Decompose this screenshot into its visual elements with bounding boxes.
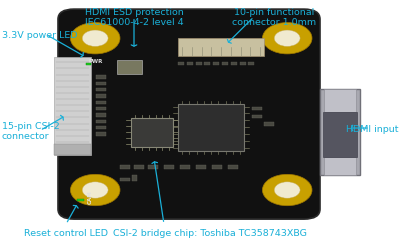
Bar bbox=[117, 60, 142, 74]
Text: 3.3V power LED: 3.3V power LED bbox=[2, 31, 78, 40]
Circle shape bbox=[274, 182, 300, 198]
Bar bbox=[240, 62, 246, 66]
Text: 15-pin CSI-2
connector: 15-pin CSI-2 connector bbox=[2, 121, 60, 141]
Bar bbox=[252, 108, 262, 111]
Bar bbox=[134, 166, 144, 169]
Bar bbox=[96, 76, 106, 79]
Bar bbox=[96, 114, 106, 117]
Bar bbox=[324, 158, 356, 175]
Bar bbox=[264, 123, 274, 126]
Bar bbox=[131, 118, 173, 147]
Bar bbox=[187, 62, 193, 66]
Bar bbox=[212, 166, 222, 169]
Text: HDMI ESD protection
IEC61000-4-2 level 4: HDMI ESD protection IEC61000-4-2 level 4 bbox=[85, 8, 183, 27]
Bar bbox=[86, 64, 91, 66]
Text: CSI-2 bridge chip: Toshiba TC358743XBG: CSI-2 bridge chip: Toshiba TC358743XBG bbox=[113, 228, 307, 237]
FancyBboxPatch shape bbox=[58, 10, 320, 219]
Bar bbox=[96, 95, 106, 98]
Bar bbox=[96, 108, 106, 111]
Bar bbox=[96, 89, 106, 92]
Circle shape bbox=[262, 175, 312, 206]
Bar bbox=[248, 62, 254, 66]
Bar bbox=[178, 62, 184, 66]
Bar bbox=[54, 58, 91, 155]
Circle shape bbox=[82, 182, 108, 198]
Circle shape bbox=[274, 31, 300, 47]
Bar bbox=[252, 115, 262, 118]
Bar bbox=[178, 105, 244, 151]
Bar bbox=[196, 62, 202, 66]
Bar bbox=[222, 62, 228, 66]
Bar bbox=[320, 89, 360, 175]
Bar bbox=[204, 62, 210, 66]
Bar bbox=[96, 127, 106, 130]
Text: CAM: CAM bbox=[88, 190, 92, 203]
Bar bbox=[180, 166, 190, 169]
Bar bbox=[96, 133, 106, 136]
Bar bbox=[164, 166, 174, 169]
Bar bbox=[148, 166, 158, 169]
Text: Reset control LED: Reset control LED bbox=[24, 228, 108, 237]
Bar bbox=[54, 145, 91, 155]
Bar bbox=[96, 120, 106, 123]
Bar bbox=[324, 89, 356, 112]
Bar bbox=[196, 166, 206, 169]
Bar bbox=[77, 199, 84, 202]
Bar bbox=[323, 112, 357, 158]
Bar bbox=[96, 101, 106, 105]
Bar bbox=[231, 62, 237, 66]
Bar bbox=[132, 175, 137, 181]
Bar bbox=[120, 178, 130, 181]
Text: PWR: PWR bbox=[88, 59, 102, 64]
Circle shape bbox=[82, 31, 108, 47]
Circle shape bbox=[70, 175, 120, 206]
Bar bbox=[96, 82, 106, 86]
Circle shape bbox=[262, 23, 312, 55]
Bar bbox=[228, 166, 238, 169]
Text: 10-pin functional
connector 1.0mm: 10-pin functional connector 1.0mm bbox=[232, 8, 316, 27]
Bar bbox=[120, 166, 130, 169]
Circle shape bbox=[70, 23, 120, 55]
Text: HDMI input: HDMI input bbox=[346, 124, 398, 133]
Bar bbox=[178, 39, 264, 57]
Bar bbox=[213, 62, 219, 66]
